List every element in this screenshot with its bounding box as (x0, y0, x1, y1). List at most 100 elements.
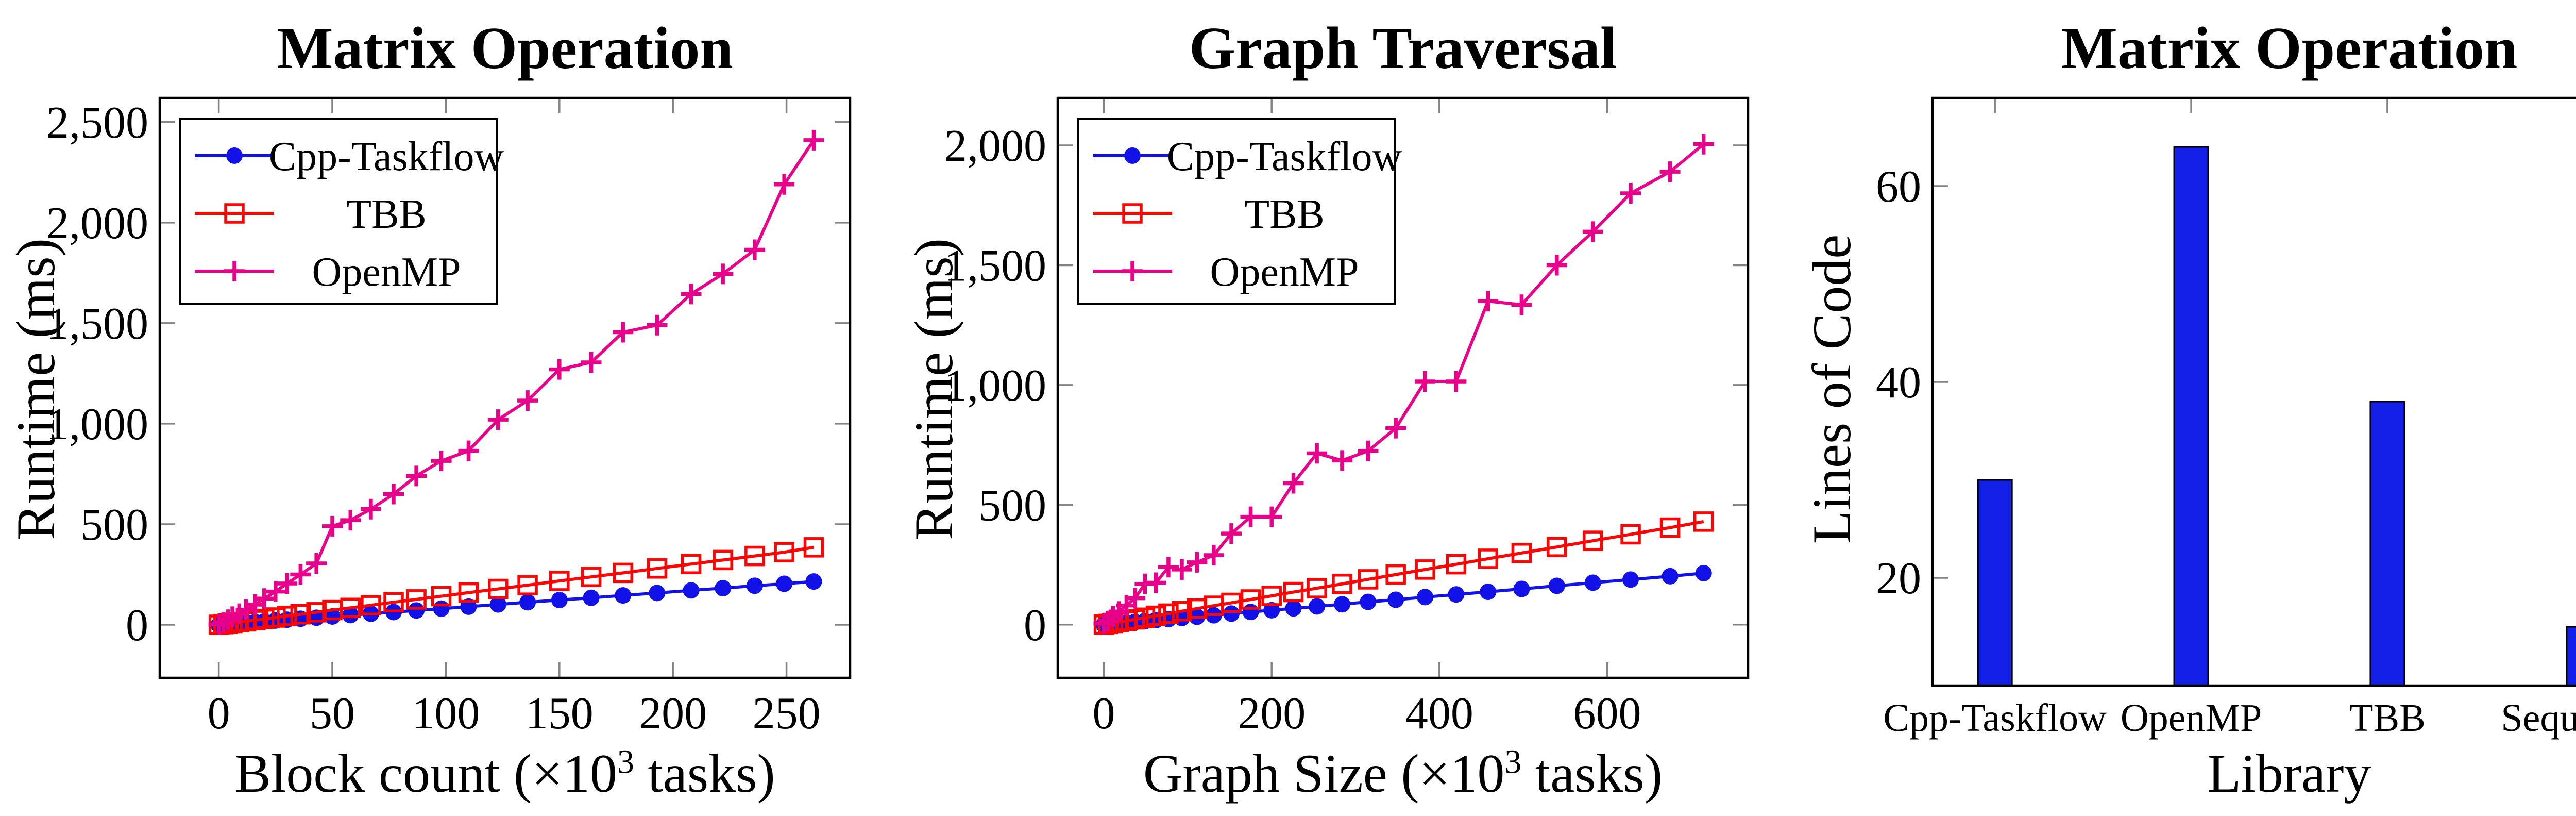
square-marker (361, 595, 381, 615)
square-marker (458, 582, 479, 603)
y-tick-label: 1,000 (944, 361, 1046, 411)
square-marker (1446, 554, 1467, 575)
circle-marker (715, 580, 732, 597)
circle-marker (1584, 574, 1601, 591)
x-label-text: Library (2207, 743, 2371, 804)
square-marker (744, 545, 765, 567)
circle-marker (1622, 571, 1639, 588)
bar-sequential (2566, 626, 2576, 687)
square-marker (1547, 537, 1567, 557)
square-marker (488, 578, 509, 599)
legend-label: TBB (346, 192, 427, 237)
square-marker (1307, 578, 1327, 598)
panel-graph-runtime: Graph Traversal Runtime (ms) 0 500 1,000 1,… (898, 0, 1796, 816)
square-marker (1283, 581, 1304, 603)
square-marker (517, 575, 538, 595)
square-marker (1261, 586, 1282, 606)
legend-square-marker (224, 203, 245, 224)
matrix-runtime-plot: 0 500 1,000 1,500 2,000 2,500 0 50 100 150 200 250 C… (46, 96, 852, 739)
x-label-superscript: 3 (617, 743, 634, 781)
x-label-suffix: tasks) (1521, 743, 1663, 804)
legend-square-marker (1122, 203, 1143, 224)
circle-marker (1480, 584, 1497, 601)
x-axis-label: Library (1933, 742, 2576, 805)
bar-openmp (2173, 146, 2209, 687)
panel-matrix-loc: Matrix Operation Lines of Code 20 40 60 Cpp… (1796, 0, 2576, 816)
circle-marker (1448, 586, 1465, 603)
series-tbb (208, 537, 824, 635)
panel-matrix-runtime: Matrix Operation Runtime (ms) 0 500 1,000 1… (0, 0, 898, 816)
y-tick-label: 500 (80, 500, 148, 550)
legend-circle-marker (226, 147, 243, 164)
matrix-loc-plot: 20 40 60 Cpp-Taskflow OpenMP TBB Sequential (1876, 96, 2576, 740)
square-marker (1583, 530, 1603, 551)
graph-runtime-plot: 0 500 1,000 1,500 2,000 0 200 400 600 Cpp-Taskflo… (944, 96, 1750, 739)
circle-marker (649, 585, 666, 602)
square-marker (1693, 511, 1714, 532)
circle-marker (776, 575, 793, 592)
x-label-superscript: 3 (1504, 743, 1522, 781)
circle-marker (1417, 589, 1434, 606)
legend: Cpp-Taskflow TBB OpenMP (1077, 118, 1402, 305)
square-marker (1158, 603, 1179, 624)
circle-marker (1387, 591, 1404, 608)
square-marker (613, 562, 633, 584)
circle-marker (551, 592, 568, 609)
y-tick-label: 60 (1876, 162, 1921, 212)
square-marker (1145, 605, 1166, 626)
circle-marker (1285, 600, 1302, 617)
circle-marker (324, 608, 341, 625)
y-tick-label: 1,500 (46, 299, 148, 349)
x-tick-label: 0 (1093, 689, 1115, 739)
series-line (218, 545, 814, 626)
y-tick-label: 40 (1876, 358, 1921, 408)
legend-label: OpenMP (312, 249, 461, 295)
y-tick-label: 2,000 (46, 198, 148, 248)
square-marker (340, 597, 361, 619)
plot-border (1931, 96, 2576, 687)
square-marker (406, 589, 427, 610)
circle-marker (805, 573, 822, 590)
x-tick-label: 600 (1573, 689, 1641, 739)
circle-marker (1548, 577, 1565, 594)
x-tick-label: 250 (753, 689, 821, 739)
square-marker (1478, 548, 1499, 569)
series-openmp (208, 129, 824, 635)
circle-marker (489, 596, 506, 613)
square-marker (277, 606, 297, 626)
category-label: OpenMP (2121, 696, 2262, 740)
chart-title: Graph Traversal (1189, 15, 1617, 81)
x-tick-label: 50 (310, 689, 355, 739)
square-marker (1415, 559, 1435, 580)
square-marker (1134, 607, 1156, 628)
circle-marker (583, 589, 600, 606)
square-marker (713, 549, 733, 571)
square-marker (1620, 524, 1641, 545)
square-marker (290, 604, 311, 625)
y-tick-label: 20 (1876, 554, 1921, 604)
bar-cpp-taskflow (1977, 479, 2013, 687)
square-marker (581, 567, 602, 587)
x-tick-label: 200 (639, 689, 707, 739)
bar-tbb (2369, 401, 2405, 687)
y-tick-label: 2,000 (944, 121, 1046, 171)
y-tick-label: 1,500 (944, 241, 1046, 291)
legend-label: Cpp-Taskflow (269, 134, 504, 179)
square-marker (306, 602, 327, 623)
circle-marker (1263, 602, 1280, 619)
square-marker (383, 592, 404, 613)
chart-title: Matrix Operation (277, 15, 733, 81)
square-marker (254, 608, 275, 629)
circle-marker (1513, 580, 1530, 597)
square-marker (1221, 592, 1242, 613)
square-marker (1659, 517, 1681, 538)
category-label: Cpp-Taskflow (1883, 696, 2107, 740)
y-tick-label: 0 (126, 601, 148, 651)
legend-label: OpenMP (1210, 249, 1359, 295)
legend-label: Cpp-Taskflow (1167, 134, 1402, 179)
circle-marker (1695, 564, 1712, 581)
plot-border (158, 96, 852, 679)
circle-marker (1360, 593, 1377, 610)
x-label-text: Block count (×10 (234, 743, 618, 804)
